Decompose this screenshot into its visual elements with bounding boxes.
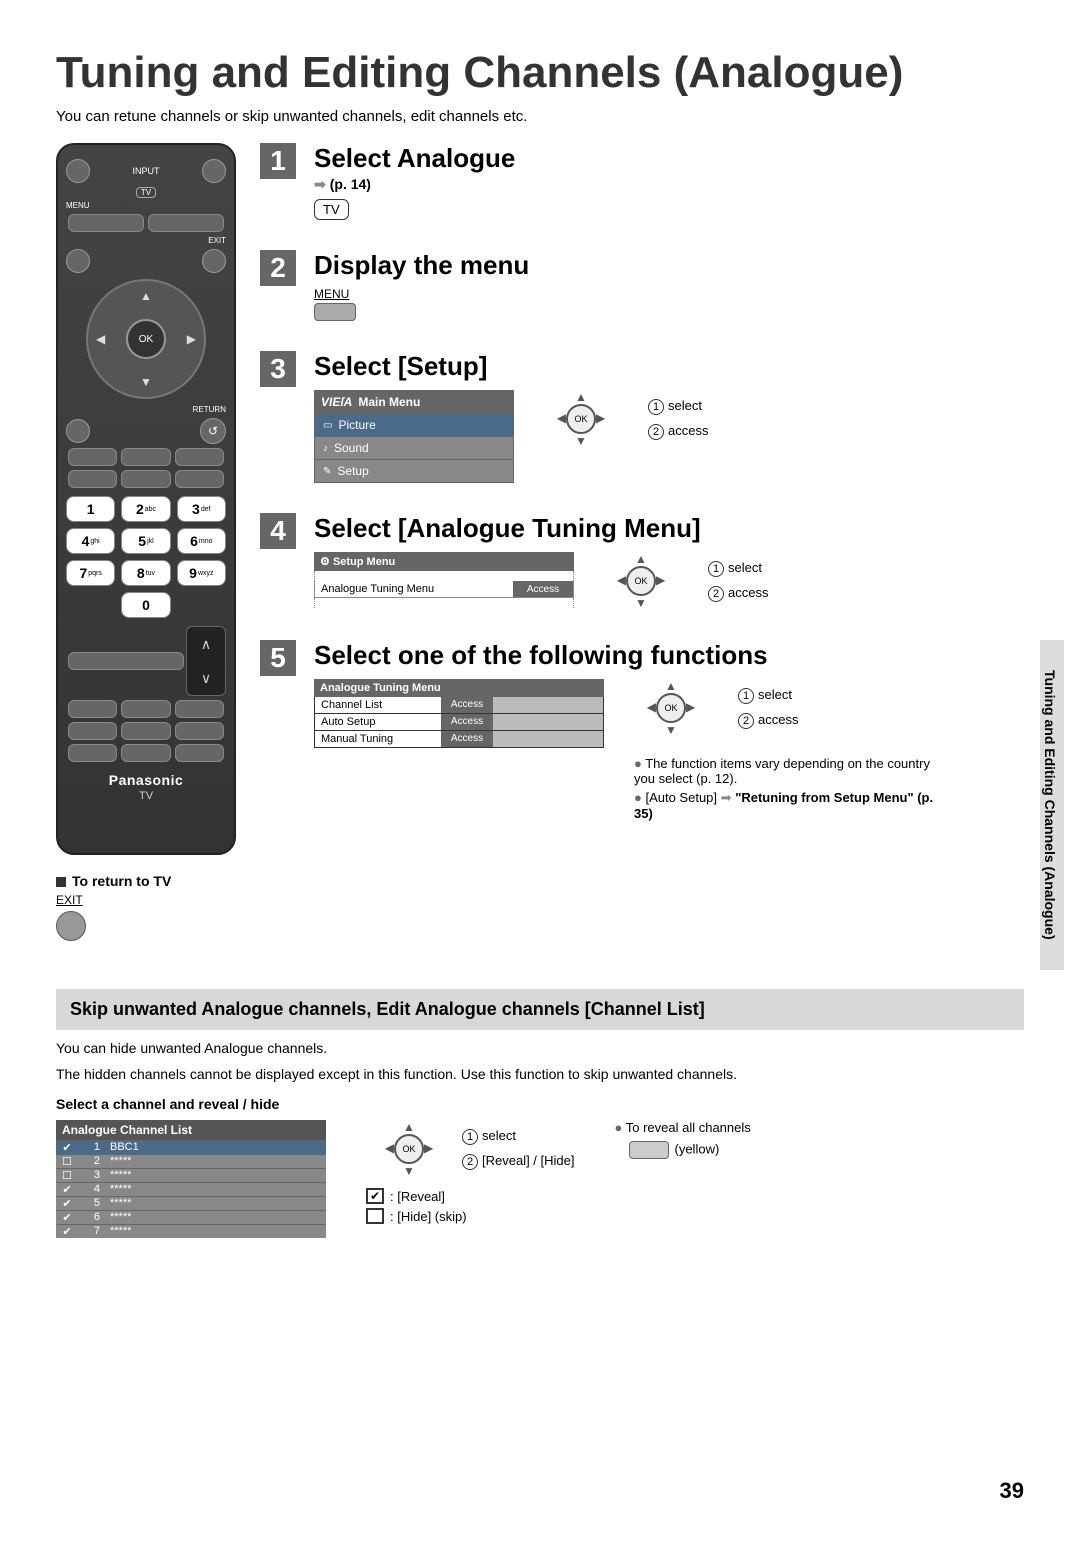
tuning-row-action: Access [441, 731, 493, 747]
sound-icon: ♪ [323, 443, 328, 454]
setup-row-action: Access [513, 581, 573, 597]
reveal-all-text: To reveal all channels [615, 1120, 751, 1135]
setup-icon: ✎ [323, 466, 331, 477]
viera-logo-icon: VIEſA [321, 395, 352, 409]
brand-label: Panasonic [66, 772, 226, 788]
nav-ok-diagram: ▲ ◀OK▶ ▼ [538, 390, 624, 448]
return-label: RETURN [193, 405, 226, 414]
channel-row: ✔4***** [56, 1182, 326, 1196]
caption-access: access [758, 712, 798, 727]
step-5: 5 Select one of the following functions … [260, 640, 1024, 825]
power-icon [66, 159, 90, 183]
page-title: Tuning and Editing Channels (Analogue) [56, 48, 1024, 98]
step-title: Select one of the following functions [314, 640, 1024, 671]
picture-icon: ▭ [323, 420, 332, 431]
return-to-tv-block: To return to TV EXIT [56, 873, 1024, 941]
channel-row: ✔6***** [56, 1210, 326, 1224]
channel-list-panel: Analogue Channel List ✔1BBC1☐2*****☐3***… [56, 1120, 326, 1238]
empty-box-icon [366, 1208, 384, 1224]
step-number: 3 [260, 351, 296, 387]
menu-label: MENU [66, 201, 90, 210]
step-title: Select [Analogue Tuning Menu] [314, 513, 1024, 544]
setup-row-label: Analogue Tuning Menu [315, 581, 513, 597]
channel-row: ✔5***** [56, 1196, 326, 1210]
menu-item: Setup [337, 464, 368, 478]
caption-access: access [668, 423, 708, 438]
step-1: 1 Select Analogue ➡(p. 14) TV [260, 143, 1024, 220]
step-number: 5 [260, 640, 296, 676]
page-ref: (p. 14) [330, 176, 371, 192]
channel-row: ☐3***** [56, 1168, 326, 1182]
section-heading-bar: Skip unwanted Analogue channels, Edit An… [56, 989, 1024, 1030]
channel-row: ✔7***** [56, 1224, 326, 1238]
nav-ok-diagram: ▲ ◀OK▶ ▼ [628, 679, 714, 737]
tv-badge: TV [136, 187, 156, 198]
step-number: 2 [260, 250, 296, 286]
setup-icon: ⚙ [320, 556, 330, 568]
section-subheading: Select a channel and reveal / hide [56, 1096, 1024, 1112]
menu-button-icon [314, 303, 356, 321]
note-text: [Auto Setup] ➡ "Retuning from Setup Menu… [634, 790, 954, 821]
page-number: 39 [1000, 1478, 1024, 1504]
section-intro: The hidden channels cannot be displayed … [56, 1066, 1024, 1082]
arrow-right-icon: ➡ [721, 790, 732, 805]
tuning-row-action: Access [441, 697, 493, 713]
note-text: The function items vary depending on the… [634, 756, 954, 786]
tuning-row-label: Auto Setup [315, 714, 441, 730]
caption-select: select [668, 398, 702, 413]
checked-box-icon: ✔ [366, 1188, 384, 1204]
exit-underline-label: EXIT [56, 893, 1024, 907]
step-title: Display the menu [314, 250, 1024, 281]
caption-select: select [728, 560, 762, 575]
setup-menu-panel: ⚙ Setup Menu Analogue Tuning MenuAccess [314, 552, 574, 608]
step-title: Select Analogue [314, 143, 1024, 174]
exit-label: EXIT [208, 236, 226, 245]
channel-arrows-icon: ∧∨ [186, 626, 226, 696]
caption-access: access [728, 585, 768, 600]
side-tab: Tuning and Editing Channels (Analogue) [1040, 640, 1064, 970]
yellow-label: (yellow) [675, 1141, 720, 1156]
tuning-row-label: Channel List [315, 697, 441, 713]
circled-2-icon: 2 [648, 424, 664, 440]
remote-image: INPUT TV MENU EXIT ▲▼ ◀▶ OK RETURN ↺ 1 2… [56, 143, 236, 855]
input-label: INPUT [90, 166, 202, 176]
step-number: 4 [260, 513, 296, 549]
menu-underline-label: MENU [314, 287, 1024, 301]
step-number: 1 [260, 143, 296, 179]
tuning-row-action: Access [441, 714, 493, 730]
keypad: 1 2abc 3def 4ghi 5jkl 6mno 7pqrs 8tuv 9w… [66, 496, 226, 618]
channel-list-header: Analogue Channel List [56, 1120, 326, 1140]
menu-item: Sound [334, 441, 369, 455]
tuning-menu-panel: Analogue Tuning Menu Channel ListAccess … [314, 679, 604, 748]
ok-button-icon: OK [126, 319, 166, 359]
tv-chip: TV [314, 199, 349, 220]
tuning-row-label: Manual Tuning [315, 731, 441, 747]
caption-reveal-hide: [Reveal] / [Hide] [482, 1153, 575, 1168]
step-3: 3 Select [Setup] VIEſAMain Menu ▭Picture… [260, 351, 1024, 483]
channel-row: ☐2***** [56, 1154, 326, 1168]
main-menu-panel: VIEſAMain Menu ▭Picture ♪Sound ✎Setup [314, 390, 514, 483]
exit-button-icon [56, 911, 86, 941]
return-icon: ↺ [200, 418, 226, 444]
input-button [202, 159, 226, 183]
yellow-button-icon [629, 1141, 669, 1159]
dpad-icon: ▲▼ ◀▶ OK [86, 279, 206, 399]
caption-select: select [758, 687, 792, 702]
step-title: Select [Setup] [314, 351, 1024, 382]
menu-item: Picture [338, 418, 375, 432]
square-bullet-icon [56, 877, 66, 887]
channel-row: ✔1BBC1 [56, 1140, 326, 1154]
intro-text: You can retune channels or skip unwanted… [56, 108, 1024, 125]
caption-select: select [482, 1128, 516, 1143]
arrow-right-icon: ➡ [314, 176, 326, 192]
circled-1-icon: 1 [648, 399, 664, 415]
nav-ok-diagram: ▲ ◀OK▶ ▼ [366, 1120, 452, 1178]
nav-ok-diagram: ▲ ◀OK▶ ▼ [598, 552, 684, 610]
step-2: 2 Display the menu MENU [260, 250, 1024, 321]
reveal-hide-legend: ✔: [Reveal] : [Hide] (skip) [366, 1188, 575, 1224]
step-4: 4 Select [Analogue Tuning Menu] ⚙ Setup … [260, 513, 1024, 610]
brand-tv-label: TV [66, 790, 226, 802]
section-intro: You can hide unwanted Analogue channels. [56, 1040, 1024, 1056]
